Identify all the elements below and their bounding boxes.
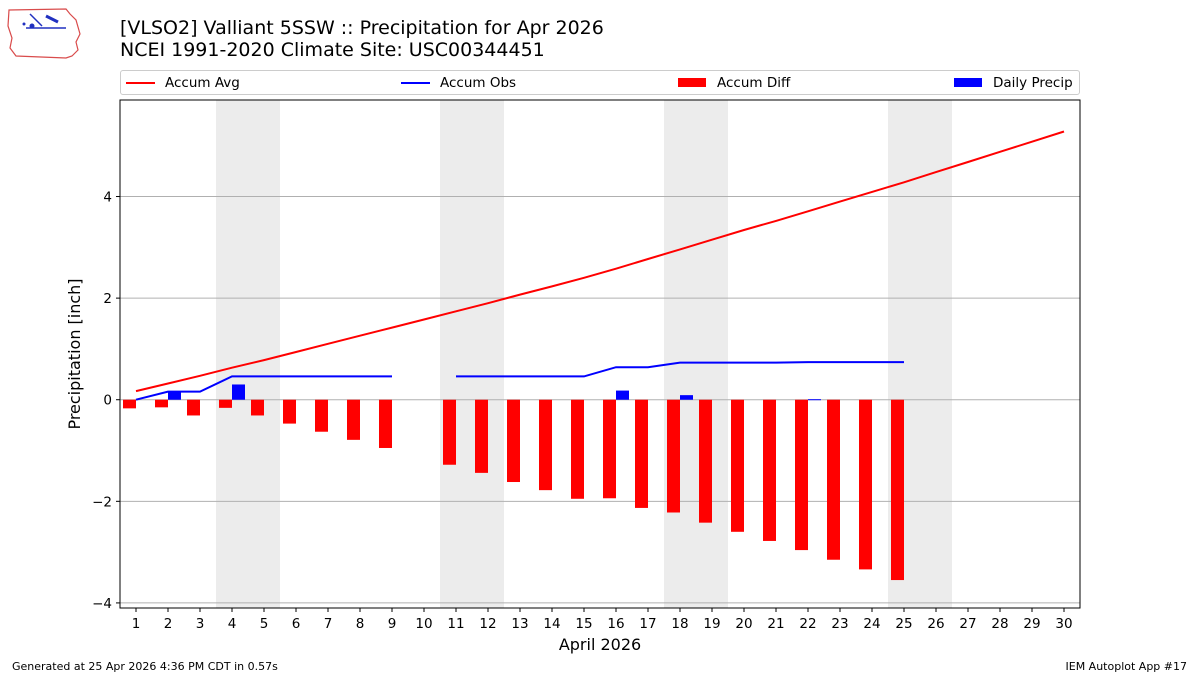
legend-item-accum-diff: Accum Diff bbox=[678, 71, 790, 94]
weekend-band bbox=[216, 100, 280, 608]
accum-diff-bar bbox=[123, 399, 136, 409]
accum-diff-bar bbox=[315, 399, 328, 432]
accum-diff-bar bbox=[379, 399, 392, 448]
x-tick-label: 14 bbox=[543, 616, 560, 632]
daily-precip-bar bbox=[232, 384, 245, 400]
legend-item-accum-obs: Accum Obs bbox=[401, 71, 516, 94]
legend-label-accum-diff: Accum Diff bbox=[717, 74, 791, 91]
daily-precip-bar bbox=[808, 399, 821, 401]
accum-diff-bar bbox=[155, 399, 168, 408]
accum-diff-bar bbox=[219, 399, 232, 408]
x-tick-label: 25 bbox=[895, 616, 912, 632]
daily-precip-bar bbox=[680, 395, 693, 400]
accum-diff-bar bbox=[507, 399, 520, 483]
accum-diff-bar bbox=[539, 399, 552, 491]
weekend-band bbox=[440, 100, 504, 608]
generated-timestamp: Generated at 25 Apr 2026 4:36 PM CDT in … bbox=[12, 660, 278, 673]
iem-logo bbox=[6, 4, 82, 60]
legend-swatch-accum-obs bbox=[401, 81, 430, 84]
legend-swatch-accum-diff bbox=[678, 78, 706, 87]
legend-label-daily-precip: Daily Precip bbox=[993, 74, 1073, 91]
legend-swatch-daily-precip bbox=[954, 78, 982, 87]
x-tick-label: 5 bbox=[260, 616, 269, 632]
iem-logo-icon bbox=[7, 8, 81, 59]
accum-diff-bar bbox=[571, 399, 584, 499]
plot-frame bbox=[119, 99, 1081, 609]
accum-diff-bar bbox=[891, 399, 904, 581]
accum-diff-bar bbox=[443, 399, 456, 465]
x-tick-label: 21 bbox=[767, 616, 784, 632]
y-tick-label: 4 bbox=[103, 190, 112, 206]
x-tick-label: 7 bbox=[324, 616, 333, 632]
legend-item-daily-precip: Daily Precip bbox=[954, 71, 1073, 94]
accum-diff-bar bbox=[795, 399, 808, 551]
x-tick-label: 20 bbox=[735, 616, 752, 632]
x-tick-label: 6 bbox=[292, 616, 301, 632]
accum-diff-bar bbox=[603, 399, 616, 499]
y-axis-label: Precipitation [inch] bbox=[65, 278, 84, 429]
x-tick-label: 15 bbox=[575, 616, 592, 632]
x-tick-label: 22 bbox=[799, 616, 816, 632]
app-label: IEM Autoplot App #17 bbox=[1065, 660, 1188, 673]
y-tick-label: 0 bbox=[103, 393, 112, 409]
x-tick-label: 10 bbox=[415, 616, 432, 632]
weekend-band bbox=[664, 100, 728, 608]
accum-avg-line bbox=[135, 130, 1065, 393]
daily-precip-bar bbox=[168, 391, 181, 400]
accum-diff-bar bbox=[283, 399, 296, 424]
accum-diff-bar bbox=[635, 399, 648, 508]
daily-precip-bar bbox=[616, 390, 629, 400]
x-tick-label: 30 bbox=[1055, 616, 1072, 632]
x-tick-label: 4 bbox=[228, 616, 237, 632]
legend-label-accum-avg: Accum Avg bbox=[165, 74, 240, 91]
y-tick-label: −2 bbox=[92, 494, 112, 510]
accum-diff-bar bbox=[187, 399, 200, 416]
y-tick-label: −4 bbox=[92, 596, 112, 612]
legend-item-accum-avg: Accum Avg bbox=[126, 71, 240, 94]
accum-obs-line bbox=[135, 375, 392, 401]
accum-diff-bar bbox=[251, 399, 264, 416]
x-tick-label: 29 bbox=[1023, 616, 1040, 632]
x-tick-label: 1 bbox=[132, 616, 141, 632]
x-tick-label: 28 bbox=[991, 616, 1008, 632]
legend-label-accum-obs: Accum Obs bbox=[440, 74, 517, 91]
x-tick-label: 12 bbox=[479, 616, 496, 632]
accum-diff-bar bbox=[475, 399, 488, 473]
x-axis-label: April 2026 bbox=[559, 635, 641, 654]
accum-diff-bar bbox=[827, 399, 840, 560]
x-tick-label: 23 bbox=[831, 616, 848, 632]
x-tick-label: 9 bbox=[388, 616, 397, 632]
accum-diff-bar bbox=[859, 399, 872, 570]
x-tick-label: 24 bbox=[863, 616, 880, 632]
x-tick-label: 13 bbox=[511, 616, 528, 632]
accum-diff-bar bbox=[763, 399, 776, 541]
x-tick-label: 2 bbox=[164, 616, 173, 632]
x-tick-label: 16 bbox=[607, 616, 624, 632]
x-tick-label: 17 bbox=[639, 616, 656, 632]
x-tick-label: 18 bbox=[671, 616, 688, 632]
x-tick-label: 26 bbox=[927, 616, 944, 632]
chart-legend: Accum Avg Accum Obs Accum Diff Daily Pre… bbox=[120, 70, 1080, 95]
chart-subtitle: NCEI 1991-2020 Climate Site: USC00344451 bbox=[120, 39, 545, 61]
x-tick-label: 19 bbox=[703, 616, 720, 632]
accum-diff-bar bbox=[667, 399, 680, 513]
x-tick-label: 27 bbox=[959, 616, 976, 632]
chart-title: [VLSO2] Valliant 5SSW :: Precipitation f… bbox=[120, 17, 604, 39]
legend-swatch-accum-avg bbox=[126, 81, 155, 84]
accum-obs-line bbox=[456, 361, 904, 378]
x-tick-label: 11 bbox=[447, 616, 464, 632]
accum-diff-bar bbox=[699, 399, 712, 523]
accum-diff-bar bbox=[731, 399, 744, 532]
x-tick-label: 8 bbox=[356, 616, 365, 632]
x-tick-label: 3 bbox=[196, 616, 205, 632]
accum-diff-bar bbox=[347, 399, 360, 440]
y-tick-label: 2 bbox=[103, 291, 112, 307]
